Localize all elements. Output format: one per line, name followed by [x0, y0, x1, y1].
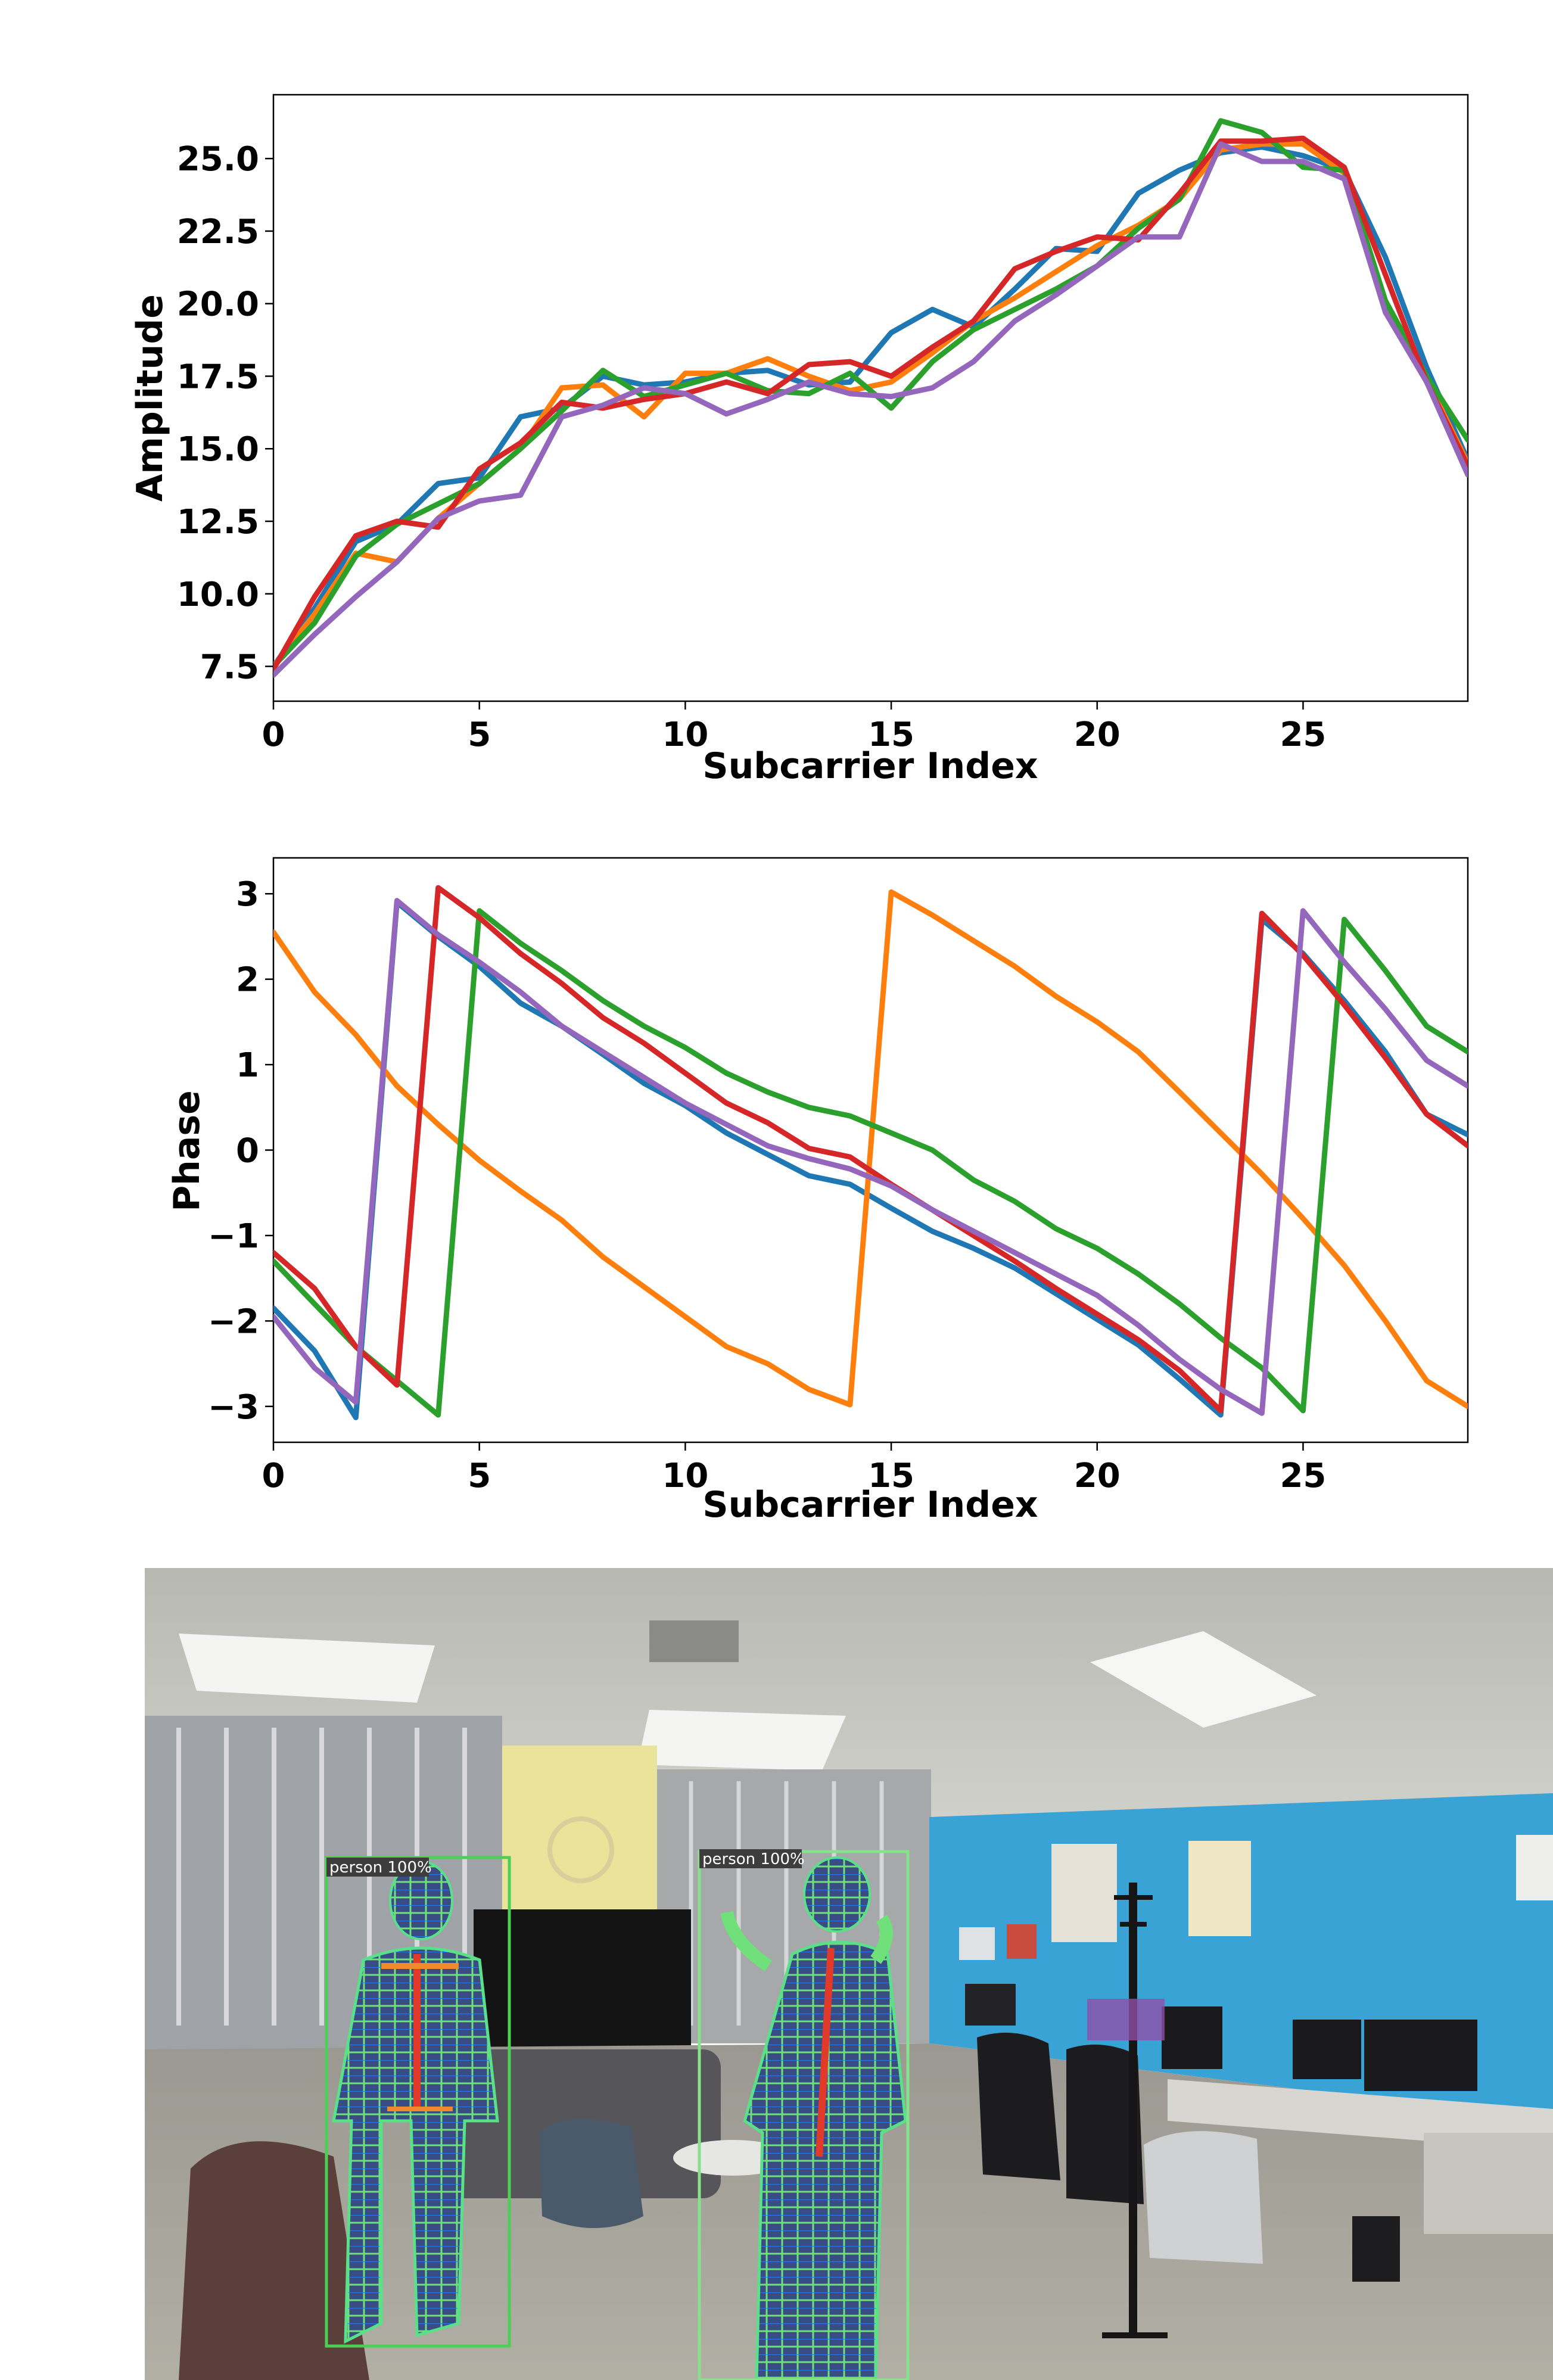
phase-series-lines: [273, 885, 1468, 1420]
amplitude-lines-clip: [273, 118, 1468, 678]
phase-x-tick-label: 10: [662, 1457, 708, 1495]
amplitude-x-tick-label: 25: [1280, 715, 1326, 754]
detection-label-2: person 100%: [702, 1850, 805, 1868]
poster: [1188, 1841, 1251, 1936]
phase-x-tick-label: 20: [1074, 1457, 1121, 1495]
amplitude-series-lines: [273, 118, 1468, 678]
amplitude-x-tick-label: 0: [262, 715, 285, 754]
phase-y-tick-label: 2: [236, 961, 259, 1000]
amplitude-y-tick-label: 15.0: [177, 430, 259, 469]
ceiling-light: [1090, 1631, 1317, 1728]
phase-y-axis-label: Phase: [166, 1090, 208, 1212]
amplitude-series-line-4: [273, 135, 1468, 672]
phase-y-tick-label: −1: [208, 1217, 259, 1256]
detection-label-bg-2: [699, 1849, 802, 1868]
guest-chair: [539, 2119, 643, 2228]
phase-series-line-1: [273, 900, 1468, 1420]
phase-y-tick-label: 0: [236, 1132, 259, 1171]
office-chair: [1066, 2045, 1144, 2204]
phase-y-tick-label: 3: [236, 875, 259, 914]
amplitude-y-tick-label: 10.0: [177, 575, 259, 614]
camera-frame: person 100% person 100%: [145, 1568, 1553, 2380]
amplitude-plot-frame: [272, 94, 1469, 702]
phase-lines-clip: [273, 885, 1468, 1420]
phase-x-ticks: 0 5 10 15 20 25: [262, 1442, 1326, 1495]
phase-series-line-2: [273, 889, 1468, 1410]
monitor: [1364, 2020, 1477, 2091]
monitor: [965, 1984, 1016, 2026]
office-chair: [179, 2141, 369, 2380]
sign: [959, 1927, 995, 1960]
ceiling-light: [179, 1634, 435, 1703]
phase-x-tick-label: 15: [868, 1457, 914, 1495]
phase-y-tick-label: 1: [236, 1046, 259, 1085]
desk-items: [1087, 1999, 1165, 2040]
poster: [1051, 1844, 1117, 1942]
detection-label-bg-1: [326, 1858, 429, 1877]
amplitude-y-tick-label: 17.5: [177, 357, 259, 396]
phase-x-tick-label: 0: [262, 1457, 285, 1495]
phase-y-tick-label: −3: [208, 1388, 259, 1427]
monitor: [1162, 2006, 1222, 2069]
person-mesh-2: [720, 1856, 907, 2380]
bin: [1352, 2216, 1400, 2282]
office-chair: [977, 2033, 1060, 2180]
amplitude-x-tick-label: 20: [1074, 715, 1121, 754]
desk-cabinet: [1424, 2133, 1553, 2234]
phase-x-tick-label: 5: [468, 1457, 491, 1495]
detection-box-2: [698, 1850, 910, 2380]
monitor: [474, 1909, 691, 2049]
ceiling-light: [637, 1710, 846, 1771]
phase-series-line-3: [273, 908, 1468, 1418]
poster: [1516, 1835, 1553, 1900]
amplitude-y-tick-label: 12.5: [177, 503, 259, 542]
ceiling-vent: [649, 1620, 739, 1662]
phase-series-line-5: [273, 898, 1468, 1416]
phase-x-tick-label: 25: [1280, 1457, 1326, 1495]
sign: [1007, 1924, 1037, 1959]
amplitude-chart: 0 5 10 15 20 25 7.5 10.0 12.5 15.0 17.5 20.0 22.5 25…: [129, 94, 1469, 787]
amplitude-y-tick-label: 7.5: [200, 648, 259, 687]
amplitude-x-tick-label: 15: [868, 715, 914, 754]
detection-label-1: person 100%: [329, 1859, 432, 1877]
amplitude-x-axis-label: Subcarrier Index: [702, 745, 1038, 787]
amplitude-x-tick-label: 5: [468, 715, 491, 754]
phase-x-axis-label: Subcarrier Index: [702, 1484, 1038, 1526]
chair-with-jacket: [1144, 2131, 1263, 2264]
amplitude-series-line-5: [273, 141, 1468, 678]
phase-y-tick-label: −2: [208, 1302, 259, 1341]
phase-series-line-4: [273, 885, 1468, 1414]
amplitude-y-axis-label: Amplitude: [129, 294, 171, 502]
amplitude-y-tick-label: 20.0: [177, 285, 259, 324]
amplitude-x-ticks: 0 5 10 15 20 25: [262, 701, 1326, 754]
monitor: [1293, 2020, 1361, 2079]
amplitude-y-tick-label: 22.5: [177, 213, 259, 251]
phase-chart: 0 5 10 15 20 25 −3 −2 −1 0 1 2 3 Subcarrier Index P…: [166, 857, 1469, 1526]
amplitude-y-ticks: 7.5 10.0 12.5 15.0 17.5 20.0 22.5 25.0: [177, 140, 273, 687]
amplitude-x-tick-label: 10: [662, 715, 708, 754]
amplitude-y-tick-label: 25.0: [177, 140, 259, 179]
wall-clock: [547, 1816, 614, 1883]
phase-y-ticks: −3 −2 −1 0 1 2 3: [208, 875, 273, 1427]
